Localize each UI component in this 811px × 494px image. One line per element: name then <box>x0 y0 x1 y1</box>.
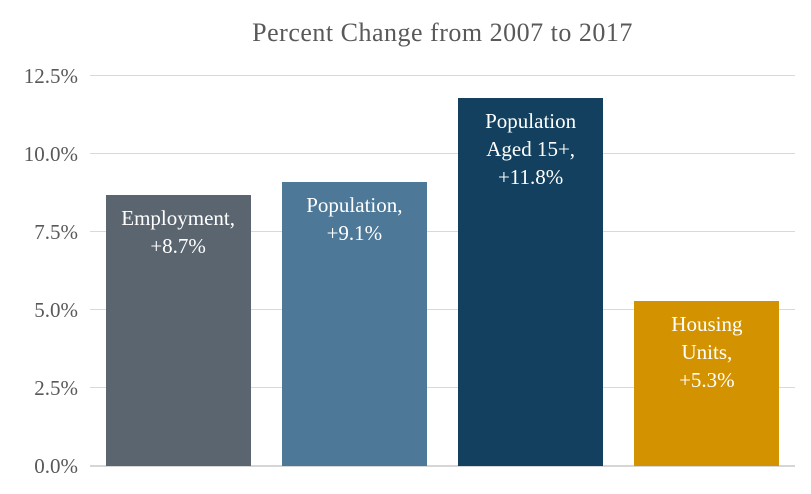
gridline <box>90 153 795 154</box>
bar-data-label: Population, +9.1% <box>282 191 427 247</box>
bar-data-label-line: Population <box>485 108 577 133</box>
bar-population: Population, +9.1% <box>281 182 427 466</box>
gridline <box>90 309 795 310</box>
bar-data-label-line: +5.3% <box>679 367 735 392</box>
y-tick-label: 5.0% <box>34 298 78 322</box>
bar-data-label-line: Employment, <box>121 205 235 230</box>
bar-data-label-line: +11.8% <box>497 164 564 189</box>
bar-data-label: Population Aged 15+, +11.8% <box>458 107 603 191</box>
gridline <box>90 387 795 388</box>
x-axis-baseline <box>90 465 795 467</box>
bar-data-label: Housing Units, +5.3% <box>634 310 779 394</box>
plot-area: 0.0% 2.5% 5.0% 7.5% 10.0% 12.5% Employment, +8… <box>24 65 795 477</box>
chart-title: Percent Change from 2007 to 2017 <box>252 18 633 47</box>
bar-data-label-line: +8.7% <box>150 233 206 258</box>
bar-population-aged-15: Population Aged 15+, +11.8% <box>458 97 604 466</box>
bar-data-label-line: Aged 15+, <box>486 136 576 161</box>
bar-employment: Employment, +8.7% <box>105 194 251 466</box>
y-tick-label: 12.5% <box>23 64 78 88</box>
y-tick-label: 10.0% <box>23 142 78 166</box>
bar-data-label-line: +9.1% <box>326 221 383 246</box>
gridline <box>90 231 795 232</box>
bar-housing-units: Housing Units, +5.3% <box>634 300 780 466</box>
y-tick-label: 0.0% <box>34 454 78 478</box>
bar-data-label-line: Population, <box>306 193 403 218</box>
bar-data-label: Employment, +8.7% <box>106 204 251 260</box>
y-tick-label: 7.5% <box>34 220 78 244</box>
bar-data-label-line: Units, <box>681 339 733 364</box>
y-tick-label: 2.5% <box>34 376 78 400</box>
gridline <box>90 75 795 76</box>
bar-data-label-line: Housing <box>671 311 743 336</box>
